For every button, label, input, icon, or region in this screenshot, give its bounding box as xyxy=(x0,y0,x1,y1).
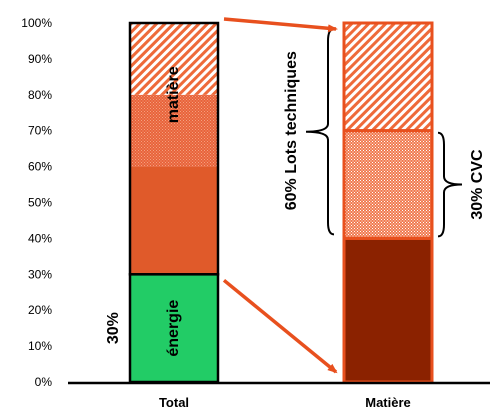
bars xyxy=(128,21,434,384)
y-tick-label: 70% xyxy=(28,124,52,138)
y-axis: 0% 10% 20% 30% 40% 50% 60% 70% 80% 90% 100% xyxy=(21,16,52,389)
y-tick-label: 90% xyxy=(28,52,52,66)
bar-segment-total-0 xyxy=(130,274,218,382)
arrow-1 xyxy=(222,278,338,374)
brace-lots-techniques xyxy=(305,28,335,236)
y-tick-label: 60% xyxy=(28,160,52,174)
bar-segment-matiere-0 xyxy=(344,238,432,382)
y-tick-label: 30% xyxy=(28,267,52,281)
y-tick-label: 40% xyxy=(28,231,52,245)
x-tick-label: Matière xyxy=(365,395,411,410)
bar-segment-total-3 xyxy=(130,23,218,95)
y-tick-label: 100% xyxy=(21,16,52,30)
bar-segment-matiere-1 xyxy=(344,130,432,239)
y-tick-label: 80% xyxy=(28,88,52,102)
bar-segment-total-2 xyxy=(130,94,218,167)
annotation-cvc: 30% CVC xyxy=(469,149,486,220)
brace-cvc xyxy=(437,131,463,238)
group-label-matiere: matière xyxy=(165,66,182,123)
annotation-lots-techniques: 60% Lots techniques xyxy=(283,51,300,210)
bar-outline-matiere-2 xyxy=(342,21,434,133)
arrow-0 xyxy=(223,17,338,33)
x-tick-label: Total xyxy=(159,395,189,410)
y-tick-label: 50% xyxy=(28,196,52,210)
group-label-30pct: 30% xyxy=(105,312,122,344)
y-tick-label: 20% xyxy=(28,303,52,317)
annotations: énergie matière 30% 60% Lots techniques 30% … xyxy=(105,17,486,374)
segment-label-energie: énergie xyxy=(165,300,182,357)
bar-segment-matiere-2 xyxy=(344,23,432,131)
y-tick-label: 0% xyxy=(35,375,53,389)
x-axis: Total Matière xyxy=(68,381,490,410)
y-tick-label: 10% xyxy=(28,339,52,353)
bar-segment-total-1 xyxy=(130,166,218,275)
